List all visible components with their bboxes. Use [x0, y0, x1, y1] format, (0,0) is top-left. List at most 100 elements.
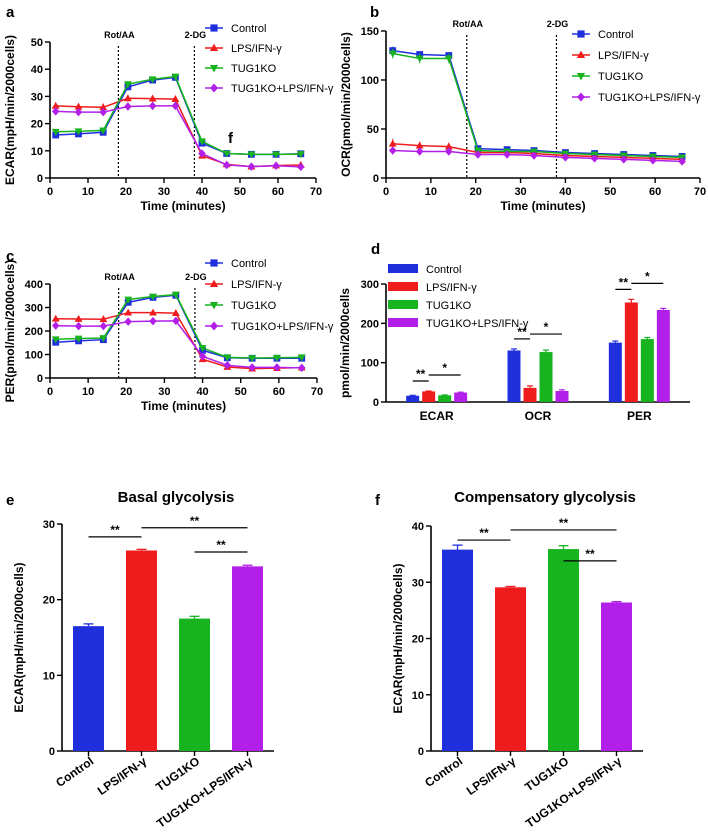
panel-annotation: f	[228, 130, 234, 147]
x-tick-label: 60	[273, 386, 285, 398]
x-tick-label: 70	[310, 186, 322, 198]
y-tick-label: 50	[367, 124, 379, 136]
bar-lps-ifn	[422, 391, 436, 402]
y-tick-label: 40	[412, 521, 424, 533]
data-point	[51, 314, 60, 322]
data-point	[474, 150, 482, 159]
x-category-label: ECAR	[420, 409, 454, 423]
data-point	[171, 291, 180, 299]
data-point	[172, 316, 180, 326]
data-point	[74, 102, 83, 110]
series-line	[55, 105, 301, 168]
injection-label: Rot/AA	[452, 19, 483, 29]
data-point	[590, 154, 599, 163]
data-point	[123, 94, 132, 102]
x-tick-label: 20	[120, 386, 132, 398]
legend-label-lps-ifn: LPS/IFN-γ	[426, 282, 477, 294]
data-point	[171, 309, 180, 317]
data-point	[99, 103, 108, 111]
x-tick-label: 50	[604, 186, 616, 198]
data-point	[620, 155, 628, 164]
bar-control	[442, 549, 473, 751]
x-category-label: TUG1KO+LPS/IFN-γ	[154, 754, 255, 831]
data-point	[388, 146, 397, 155]
data-point	[415, 55, 424, 63]
x-tick-label: 30	[158, 386, 170, 398]
legend-label-control: Control	[598, 29, 633, 41]
x-tick-label: 20	[120, 186, 132, 198]
bar-tug1ko	[548, 549, 579, 751]
data-point	[198, 138, 206, 146]
series-tug1ko-lps-ifn	[388, 146, 686, 166]
bar-control	[406, 395, 420, 402]
data-point	[273, 354, 281, 362]
significance-label: **	[110, 523, 120, 537]
panel-label: b	[370, 4, 379, 21]
data-point	[99, 107, 107, 117]
panel-c: c 0 100 200 300 400 PER(pmol/min/2000cells) 0 10…	[3, 248, 334, 413]
data-point	[223, 361, 232, 370]
y-tick-label: 0	[418, 746, 424, 758]
y-axis-label: pmol/min/2000cells	[338, 288, 352, 398]
data-point	[51, 321, 60, 330]
data-point	[298, 363, 306, 373]
x-tick-label: 40	[559, 186, 571, 198]
data-point	[171, 73, 180, 81]
legend-label-tug1ko: TUG1KO	[426, 300, 472, 312]
bar-tug1ko-lps-ifn	[555, 390, 569, 402]
data-point	[74, 314, 83, 322]
x-axis-label: Time (minutes)	[141, 399, 226, 413]
x-category-label: OCR	[525, 409, 552, 423]
data-point	[198, 149, 206, 158]
bar-lps-ifn	[495, 587, 526, 751]
legend-label-tug1ko-lps-ifn: TUG1KO+LPS/IFN-γ	[231, 321, 334, 333]
legend-label-lps-ifn: LPS/IFN-γ	[231, 279, 282, 291]
panel-e: e Basal glycolysis 0 10 20 30 ECAR(mpH/min/200…	[6, 489, 274, 831]
y-tick-label: 20	[43, 595, 55, 607]
injection-label: 2-DG	[185, 272, 207, 282]
panel-label: a	[6, 4, 15, 21]
x-category-label: TUG1KO	[522, 754, 571, 794]
series-tug1ko	[51, 291, 306, 363]
x-category-label: Control	[422, 754, 465, 790]
y-tick-label: 100	[361, 75, 379, 87]
x-tick-label: 40	[196, 186, 208, 198]
y-tick-label: 100	[25, 350, 43, 362]
legend-marker	[209, 279, 219, 288]
data-point	[123, 81, 132, 89]
bar-tug1ko-lps-ifn	[232, 566, 263, 751]
legend-label-tug1ko-lps-ifn: TUG1KO+LPS/IFN-γ	[231, 83, 334, 95]
data-point	[444, 142, 453, 150]
data-point	[51, 107, 60, 116]
data-point	[51, 128, 60, 136]
data-point	[222, 160, 231, 170]
series-tug1ko-lps-ifn	[51, 101, 305, 172]
x-tick-label: 10	[82, 386, 94, 398]
legend-marker	[577, 92, 585, 102]
legend-marker	[209, 43, 219, 52]
y-tick-label: 40	[31, 64, 43, 76]
legend-swatch	[388, 264, 418, 273]
legend-marker	[577, 30, 585, 38]
data-point	[171, 95, 180, 103]
significance-label: **	[216, 538, 226, 552]
data-point	[223, 354, 232, 362]
data-point	[273, 363, 281, 372]
bar-tug1ko	[640, 339, 654, 402]
bar-control	[73, 626, 104, 751]
legend-swatch	[388, 282, 418, 291]
data-point	[248, 363, 256, 372]
y-tick-label: 150	[361, 26, 379, 38]
y-axis-label: ECAR(mpH/min/2000cells)	[12, 562, 26, 712]
y-tick-label: 10	[31, 146, 43, 158]
data-point	[51, 336, 60, 344]
series-line	[392, 52, 683, 159]
y-tick-label: 30	[412, 577, 424, 589]
data-point	[171, 101, 180, 111]
data-point	[148, 94, 157, 102]
y-tick-label: 0	[373, 397, 379, 409]
legend-marker	[576, 50, 586, 59]
panel-f: f Compensatory glycolysis 0 10 20 30 40 ECAR(mp…	[375, 489, 643, 831]
significance-label: **	[190, 514, 200, 528]
